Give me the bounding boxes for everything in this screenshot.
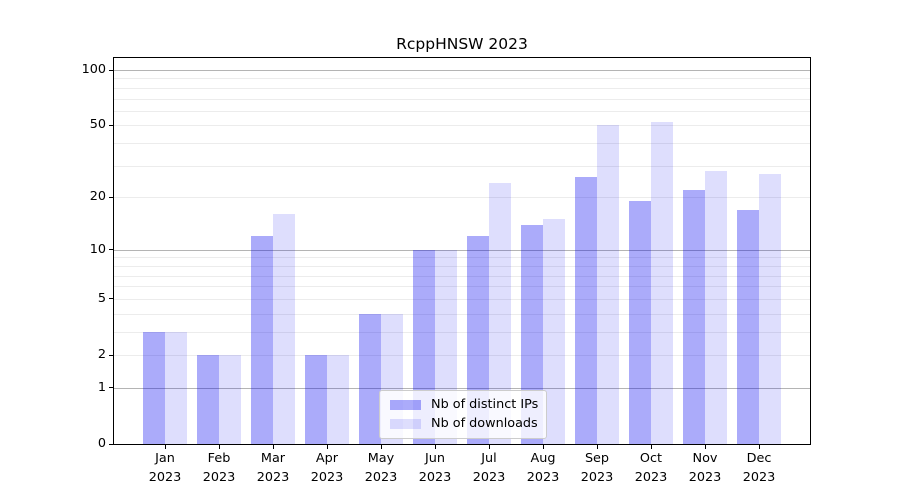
bar-jan-distinct-ips <box>143 331 165 444</box>
bar-dec-distinct-ips <box>737 209 759 444</box>
ytick-label-100: 100 <box>81 62 106 77</box>
gridline-minor-9 <box>114 257 810 259</box>
ytick-label-5: 5 <box>97 290 106 306</box>
ytick-mark-0 <box>109 443 113 445</box>
gridline-major-100 <box>114 70 810 71</box>
bar-aug-downloads <box>543 219 565 444</box>
gridlines-layer <box>114 58 810 444</box>
gridline-minor-80 <box>114 87 810 89</box>
ytick-label-0: 0 <box>97 436 106 451</box>
gridline-minor-5 <box>114 298 810 300</box>
xtick-mark-may <box>381 445 382 449</box>
xtick-label-feb: Feb 2023 <box>202 451 236 485</box>
chart-title: RcppHNSW 2023 <box>396 35 528 53</box>
gridline-minor-50 <box>114 125 810 127</box>
bar-jul-downloads <box>489 183 511 444</box>
gridline-minor-90 <box>114 78 810 80</box>
ytick-label-2: 2 <box>97 347 106 362</box>
legend-swatch-distinct-ips <box>390 399 421 410</box>
ytick-label-10: 10 <box>89 241 106 257</box>
gridline-major-1 <box>114 387 810 389</box>
xtick-label-jul: Jul 2023 <box>472 451 506 485</box>
gridline-minor-3 <box>114 331 810 333</box>
gridline-minor-2 <box>114 355 810 356</box>
legend: Nb of distinct IPs Nb of downloads <box>379 390 547 439</box>
gridline-minor-4 <box>114 313 810 315</box>
legend-item-downloads: Nb of downloads <box>390 414 538 433</box>
xtick-mark-jul <box>489 445 490 449</box>
bar-mar-distinct-ips <box>251 236 273 444</box>
xtick-label-nov: Nov 2023 <box>688 451 722 485</box>
ytick-mark-100 <box>109 69 113 71</box>
ytick-mark-10 <box>109 249 113 251</box>
xtick-mark-oct <box>651 445 652 449</box>
bar-oct-downloads <box>651 122 673 444</box>
gridline-major-10 <box>114 249 810 251</box>
legend-label-downloads: Nb of downloads <box>431 416 538 431</box>
xtick-label-may: May 2023 <box>364 451 398 485</box>
bar-feb-distinct-ips <box>197 355 219 444</box>
xtick-mark-feb <box>219 445 220 449</box>
xtick-mark-jan <box>165 445 166 449</box>
xtick-label-apr: Apr 2023 <box>310 451 344 485</box>
ytick-mark-2 <box>109 354 113 356</box>
gridline-minor-70 <box>114 98 810 100</box>
xtick-mark-jun <box>435 445 436 449</box>
ytick-label-20: 20 <box>89 189 106 205</box>
bar-may-distinct-ips <box>359 313 381 444</box>
bar-jan-downloads <box>165 331 187 444</box>
xtick-mark-nov <box>705 445 706 449</box>
ytick-mark-5 <box>109 298 113 300</box>
bar-oct-distinct-ips <box>629 201 651 444</box>
legend-item-distinct-ips: Nb of distinct IPs <box>390 395 539 414</box>
bar-dec-downloads <box>759 174 781 444</box>
bar-sep-distinct-ips <box>575 176 597 444</box>
bar-apr-distinct-ips <box>305 355 327 444</box>
gridline-minor-8 <box>114 265 810 267</box>
legend-label-distinct-ips: Nb of distinct IPs <box>431 397 539 412</box>
plot-area: Nb of distinct IPs Nb of downloads <box>113 57 811 445</box>
gridline-minor-60 <box>114 110 810 112</box>
bar-sep-downloads <box>597 125 619 444</box>
legend-swatch-downloads <box>390 418 421 429</box>
xtick-label-jun: Jun 2023 <box>418 451 452 485</box>
ytick-mark-50 <box>109 124 113 126</box>
gridline-minor-7 <box>114 275 810 277</box>
xtick-mark-sep <box>597 445 598 449</box>
xtick-label-aug: Aug 2023 <box>526 451 560 485</box>
gridline-minor-30 <box>114 165 810 167</box>
bars-layer <box>114 58 810 444</box>
gridline-minor-40 <box>114 143 810 145</box>
bar-feb-downloads <box>219 355 241 444</box>
gridline-minor-6 <box>114 286 810 288</box>
bar-nov-distinct-ips <box>683 189 705 444</box>
ytick-mark-20 <box>109 196 113 198</box>
xtick-label-mar: Mar 2023 <box>256 451 290 485</box>
ytick-mark-1 <box>109 387 113 389</box>
bar-nov-downloads <box>705 171 727 444</box>
gridline-minor-20 <box>114 197 810 199</box>
xtick-label-oct: Oct 2023 <box>634 451 668 485</box>
xtick-label-jan: Jan 2023 <box>148 451 182 485</box>
bar-mar-downloads <box>273 214 295 444</box>
ytick-label-50: 50 <box>89 117 106 133</box>
bar-aug-distinct-ips <box>521 224 543 444</box>
xtick-mark-aug <box>543 445 544 449</box>
xtick-label-sep: Sep 2023 <box>580 451 614 485</box>
xtick-mark-dec <box>759 445 760 449</box>
xtick-mark-apr <box>327 445 328 449</box>
xtick-label-dec: Dec 2023 <box>742 451 776 485</box>
bar-apr-downloads <box>327 355 349 444</box>
xtick-mark-mar <box>273 445 274 449</box>
ytick-label-1: 1 <box>97 379 106 395</box>
